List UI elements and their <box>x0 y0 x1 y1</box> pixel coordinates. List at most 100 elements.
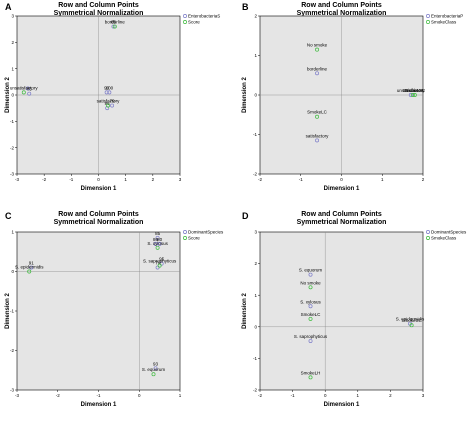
data-label: satisfactory <box>97 99 121 104</box>
data-label: SmokeSC <box>405 88 426 93</box>
chart-title: Row and Column Points <box>301 211 382 218</box>
x-tick-label: 1 <box>179 393 182 398</box>
data-label: 91 <box>29 261 35 266</box>
data-label: borderline <box>105 20 126 25</box>
data-point <box>25 86 30 91</box>
data-label: satisfactory <box>306 133 330 138</box>
x-tick-label: 0 <box>324 393 327 398</box>
data-label: S. epidermidis <box>396 317 425 322</box>
legend-marker <box>426 236 430 240</box>
plot-area <box>16 231 181 391</box>
y-tick-label: 0 <box>254 324 257 329</box>
data-point <box>29 265 34 270</box>
x-tick-label: -3 <box>15 177 19 182</box>
y-tick-label: 0 <box>11 269 14 274</box>
data-label: S. xylosus <box>147 241 168 246</box>
data-label: 79 <box>155 261 161 266</box>
data-point <box>27 269 32 274</box>
y-tick-label: -1 <box>253 132 257 137</box>
legend-entry: SmokeClass <box>431 236 457 241</box>
x-tick-label: 0 <box>138 393 141 398</box>
x-tick-label: -2 <box>258 393 262 398</box>
data-point <box>111 24 116 29</box>
y-tick-label: 2 <box>254 261 257 266</box>
data-point <box>315 138 319 143</box>
x-tick-label: -1 <box>69 177 73 182</box>
data-point <box>410 93 415 97</box>
data-point <box>308 304 313 309</box>
data-point <box>308 375 313 380</box>
y-axis-label: Dimension 2 <box>242 77 248 113</box>
x-axis-label: Dimension 1 <box>81 402 117 408</box>
legend-entry: DominantSpecies <box>188 230 224 235</box>
legend-marker <box>183 14 187 18</box>
data-point <box>107 90 112 95</box>
data-label: SmokeLH <box>403 88 423 93</box>
y-tick-label: 2 <box>11 40 14 45</box>
y-tick-label: -3 <box>10 388 14 393</box>
data-point <box>159 261 164 266</box>
x-tick-label: 0 <box>340 177 343 182</box>
panel-label: D <box>242 211 249 221</box>
y-tick-label: 1 <box>11 230 14 235</box>
x-tick-label: -2 <box>42 177 46 182</box>
data-point <box>308 285 313 290</box>
y-tick-label: 1 <box>11 66 14 71</box>
data-point <box>112 24 117 29</box>
legend-entry: EnterobacteriaP <box>431 14 463 19</box>
chart-subtitle: Symmetrical Normalization <box>297 219 387 226</box>
y-tick-label: -2 <box>10 348 14 353</box>
x-tick-label: 2 <box>422 177 425 182</box>
y-tick-label: 0 <box>11 93 14 98</box>
chart-subtitle: Symmetrical Normalization <box>54 10 144 17</box>
data-point <box>308 339 313 343</box>
x-tick-label: 2 <box>152 177 155 182</box>
x-tick-label: 1 <box>124 177 127 182</box>
y-tick-label: 1 <box>254 293 257 298</box>
y-tick-label: 0 <box>254 93 257 98</box>
data-label: S. epidermidis <box>15 265 44 270</box>
data-point <box>106 103 110 108</box>
data-label: SmokeLH <box>301 370 321 375</box>
y-tick-label: -1 <box>253 356 257 361</box>
x-tick-label: 3 <box>422 393 425 398</box>
y-axis-label: Dimension 2 <box>242 293 248 329</box>
y-tick-label: -2 <box>253 172 257 177</box>
chart-subtitle: Symmetrical Normalization <box>297 10 387 17</box>
legend-entry: Score <box>188 20 200 25</box>
data-point <box>315 114 319 119</box>
data-point <box>315 47 319 52</box>
x-axis-label: Dimension 1 <box>324 402 360 408</box>
chart-subtitle: Symmetrical Normalization <box>54 219 144 226</box>
data-label: S. saprophyticus <box>294 334 328 339</box>
x-axis-label: Dimension 1 <box>324 186 360 192</box>
data-label: 79 <box>110 99 116 104</box>
x-tick-label: -2 <box>56 393 60 398</box>
data-label: 90 <box>104 85 110 90</box>
data-label: 93 <box>153 361 159 366</box>
data-point <box>155 235 160 240</box>
y-tick-label: -1 <box>10 309 14 314</box>
y-tick-label: 3 <box>11 14 14 19</box>
data-label: unsatisfactory <box>397 88 426 93</box>
panel-label: B <box>242 2 249 12</box>
y-tick-label: -2 <box>253 388 257 393</box>
x-tick-label: -2 <box>258 177 262 182</box>
y-tick-label: 3 <box>254 230 257 235</box>
data-label: No smoke <box>307 43 328 48</box>
data-label: 100 <box>106 85 114 90</box>
data-point <box>412 93 417 97</box>
data-point <box>155 245 160 250</box>
data-point <box>308 272 313 277</box>
data-point <box>157 263 162 268</box>
data-point <box>408 93 413 97</box>
x-tick-label: 3 <box>179 177 182 182</box>
chart-title: Row and Column Points <box>301 2 382 9</box>
y-tick-label: -1 <box>10 119 14 124</box>
